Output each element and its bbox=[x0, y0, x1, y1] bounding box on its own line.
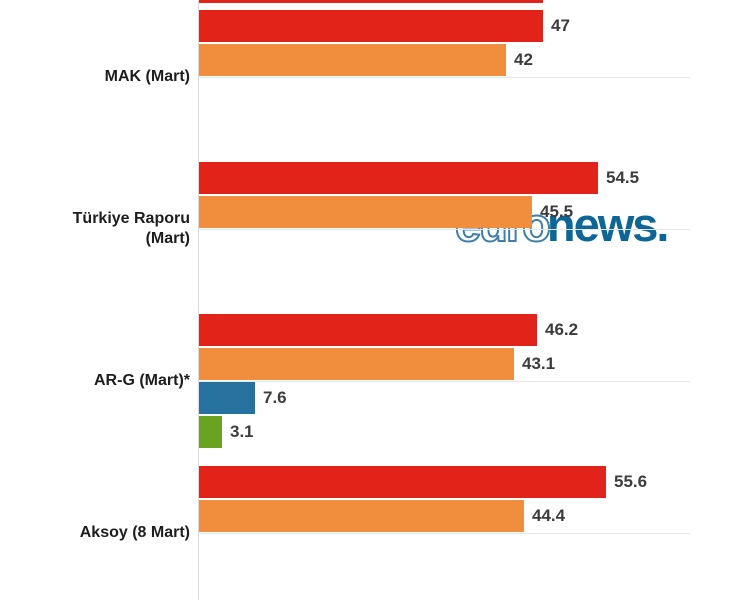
category-label: Türkiye Raporu (Mart) bbox=[72, 210, 190, 247]
bar-value-label: 55.6 bbox=[614, 472, 648, 491]
green-bar bbox=[199, 416, 222, 448]
category-label: AR-G (Mart)* bbox=[94, 372, 190, 389]
grid-line bbox=[199, 533, 690, 534]
orange-bar bbox=[199, 500, 524, 532]
grid-line bbox=[199, 229, 690, 230]
red-bar bbox=[199, 314, 537, 346]
bar-value-label: 44.4 bbox=[532, 506, 566, 525]
red-bar bbox=[199, 162, 598, 194]
grid-line bbox=[199, 77, 690, 78]
bar-value-label: 43.1 bbox=[522, 354, 556, 373]
euronews-logo-solid-text: news. bbox=[546, 198, 670, 251]
bar-value-label: 42 bbox=[514, 50, 533, 69]
grid-line bbox=[199, 381, 690, 382]
red-bar bbox=[199, 10, 543, 42]
blue-bar bbox=[199, 382, 255, 414]
orange-bar bbox=[199, 348, 514, 380]
orange-bar bbox=[199, 44, 506, 76]
clipped-bar-top bbox=[199, 0, 543, 3]
bar-value-label: 47 bbox=[551, 16, 570, 35]
orange-bar bbox=[199, 196, 532, 228]
red-bar bbox=[199, 466, 606, 498]
category-label: MAK (Mart) bbox=[104, 68, 190, 85]
bar-value-label: 7.6 bbox=[263, 388, 287, 407]
bar-value-label: 45.5 bbox=[540, 202, 574, 221]
y-axis-line bbox=[198, 0, 199, 600]
bar-value-label: 3.1 bbox=[230, 422, 254, 441]
bar-value-label: 54.5 bbox=[606, 168, 640, 187]
bar-value-label: 46.2 bbox=[545, 320, 579, 339]
category-label: Aksoy (8 Mart) bbox=[79, 524, 190, 541]
